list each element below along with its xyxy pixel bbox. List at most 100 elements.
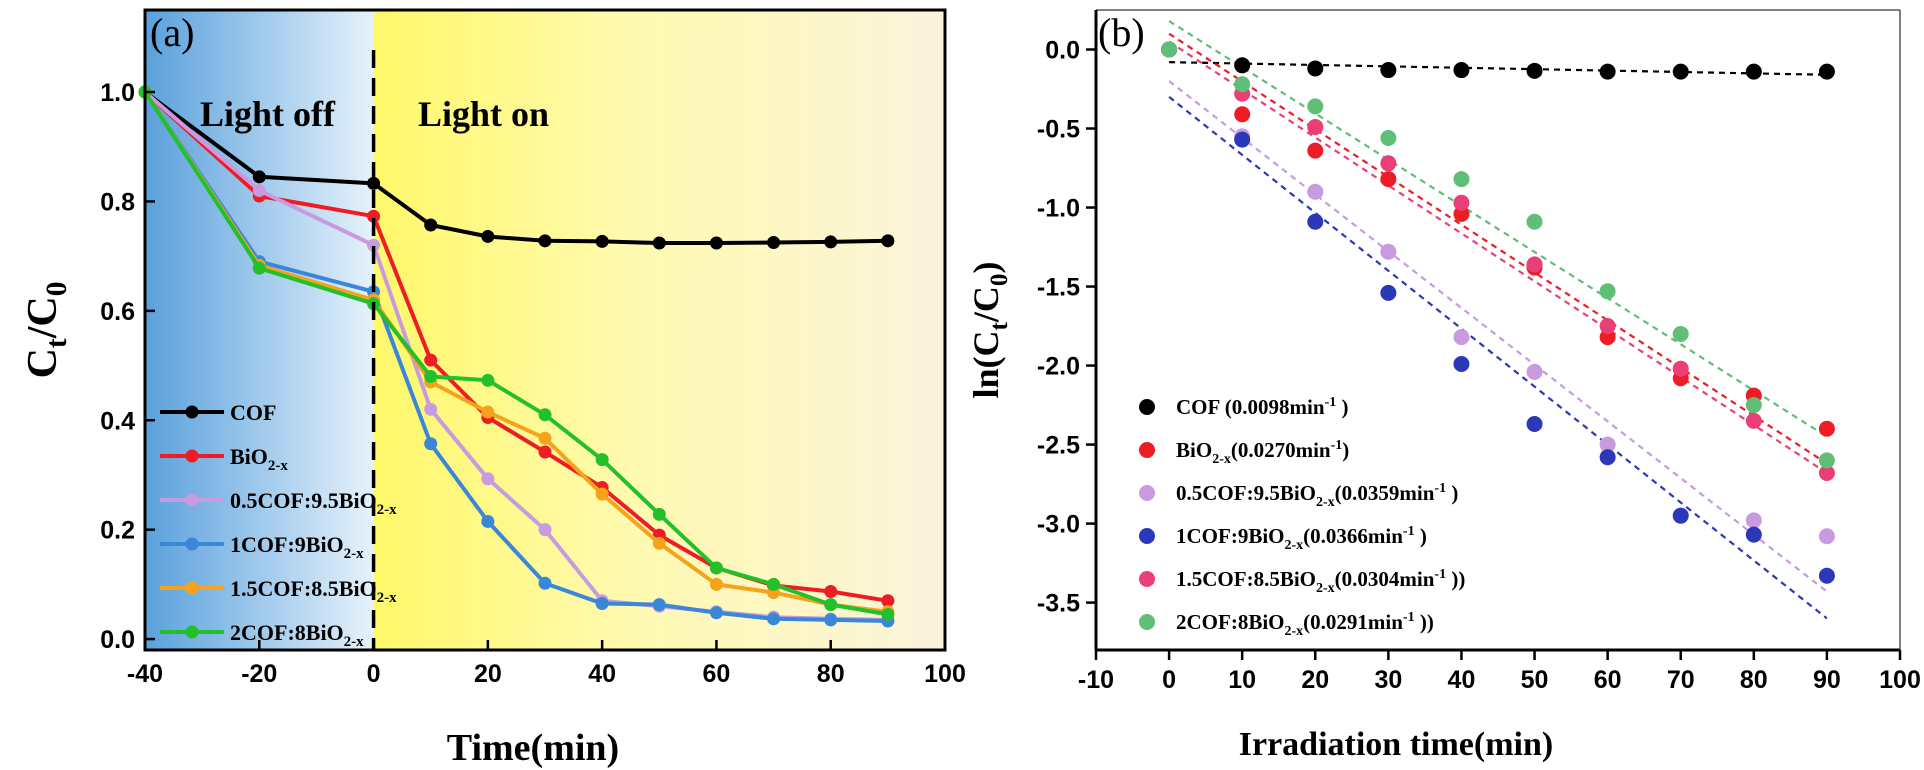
panel-a-y-axis-label: Ct/C0 bbox=[20, 282, 73, 379]
panel-b-axes bbox=[1094, 9, 1901, 652]
data-point-1-5cof-8-5bio2-x bbox=[709, 577, 723, 591]
panel-b: -10 0 10 20 30 40 50 60 70 80 90 100 0.0 -0.5 -1.0 -1.5… bbox=[966, 9, 1921, 763]
data-point-cof-0-0098min-1 bbox=[1307, 60, 1324, 77]
data-point-bio2-x-0-0270min-1 bbox=[1307, 142, 1324, 159]
data-point-1cof-9bio2-x-0-0366min-1 bbox=[1380, 284, 1397, 301]
data-point-0-5cof-9-5bio2-x bbox=[481, 472, 495, 486]
data-point-0-5cof-9-5bio2-x-0-0359min-1 bbox=[1307, 183, 1324, 200]
data-point-1cof-9bio2-x bbox=[824, 613, 838, 627]
data-point-0-5cof-9-5bio2-x-0-0359min-1 bbox=[1453, 329, 1470, 346]
legend-marker-1cof-9bio2-x bbox=[185, 537, 199, 551]
panel-b-label: (b) bbox=[1098, 10, 1145, 55]
data-point-2cof-8bio2-x-0-0291min-1 bbox=[1380, 130, 1397, 146]
data-point-0-5cof-9-5bio2-x-0-0359min-1 bbox=[1599, 436, 1616, 453]
panel-a-label: (a) bbox=[150, 10, 194, 55]
y-tick-label: -3.0 bbox=[1037, 511, 1080, 539]
legend-label-bio2-x: BiO2-x bbox=[230, 444, 288, 474]
fit-line-cof-0-0098min-1 bbox=[1169, 61, 1827, 76]
data-point-cof bbox=[252, 170, 266, 184]
data-point-cof bbox=[367, 176, 381, 190]
data-point-2cof-8bio2-x-0-0291min-1 bbox=[1818, 452, 1835, 469]
data-point-1cof-9bio2-x bbox=[767, 612, 781, 626]
data-point-2cof-8bio2-x-0-0291min-1 bbox=[1745, 397, 1762, 414]
y-tick-label: -0.5 bbox=[1037, 116, 1080, 144]
panel-a-frame bbox=[143, 8, 947, 652]
legend-marker-0-5cof-9-5bio2-x bbox=[185, 493, 199, 507]
data-point-2cof-8bio2-x-0-0291min-1 bbox=[1526, 213, 1543, 230]
series-line-1cof-9bio2-x bbox=[143, 90, 888, 623]
data-point-0-5cof-9-5bio2-x-0-0359min-1 bbox=[1380, 243, 1397, 260]
data-point-1cof-9bio2-x-0-0366min-1 bbox=[1307, 213, 1324, 230]
legend-label-2cof-8bio2-x-0-0291min-1: 2COF:8BiO2-x(0.0291min-1 )) bbox=[1176, 610, 1434, 639]
data-point-2cof-8bio2-x-0-0291min-1 bbox=[1453, 171, 1470, 188]
series-line-1-5cof-8-5bio2-x bbox=[143, 90, 889, 614]
data-point-2cof-8bio2-x bbox=[424, 369, 438, 383]
x-tick-label: 30 bbox=[1374, 666, 1402, 694]
y-tick-label: -1.5 bbox=[1037, 274, 1080, 302]
x-tick-label: 60 bbox=[703, 660, 731, 688]
data-point-1cof-9bio2-x-0-0366min-1 bbox=[1234, 131, 1251, 148]
data-point-cof bbox=[424, 218, 438, 232]
data-point-1cof-9bio2-x-0-0366min-1 bbox=[1526, 416, 1543, 433]
legend-label-1-5cof-8-5bio2-x-0-0304min-1: 1.5COF:8.5BiO2-x(0.0304min-1 )) bbox=[1176, 567, 1465, 596]
data-point-1-5cof-8-5bio2-x bbox=[481, 405, 495, 419]
data-point-bio2-x-0-0270min-1 bbox=[1380, 171, 1397, 188]
panel-b-legend: COF (0.0098min-1 ) BiO2-x(0.0270min-1) 0.5… bbox=[1139, 395, 1465, 639]
data-point-1-5cof-8-5bio2-x-0-0304min-1 bbox=[1380, 155, 1397, 172]
y-tick-label: 0.0 bbox=[100, 626, 135, 654]
data-point-cof-0-0098min-1 bbox=[1453, 62, 1470, 79]
data-point-1cof-9bio2-x-0-0366min-1 bbox=[1745, 526, 1762, 543]
legend-label-2cof-8bio2-x: 2COF:8BiO2-x bbox=[230, 620, 364, 650]
x-tick-label: 100 bbox=[1879, 666, 1921, 694]
x-tick-label: -20 bbox=[241, 660, 277, 688]
y-tick-label: 0.2 bbox=[100, 517, 135, 545]
data-point-cof-0-0098min-1 bbox=[1526, 62, 1543, 79]
data-point-bio2-x bbox=[367, 209, 381, 223]
data-point-1-5cof-8-5bio2-x-0-0304min-1 bbox=[1307, 118, 1324, 135]
data-point-2cof-8bio2-x bbox=[538, 408, 552, 422]
data-point-cof bbox=[481, 229, 495, 243]
x-tick-label: 40 bbox=[1448, 666, 1476, 694]
panel-a-series bbox=[138, 85, 895, 628]
panel-a-legend: COF BiO2-x 0.5COF:9.5BiO2-x 1COF:9BiO2-x 1.5… bbox=[160, 400, 397, 650]
data-point-2cof-8bio2-x-0-0291min-1 bbox=[1307, 98, 1324, 115]
data-point-bio2-x-0-0270min-1 bbox=[1599, 329, 1616, 346]
data-point-1cof-9bio2-x bbox=[595, 597, 609, 611]
y-tick-label: -2.5 bbox=[1037, 432, 1080, 460]
data-point-cof-0-0098min-1 bbox=[1672, 63, 1689, 80]
data-point-1cof-9bio2-x bbox=[424, 437, 438, 451]
data-point-cof-0-0098min-1 bbox=[1380, 62, 1397, 79]
legend-marker-0-5cof-9-5bio2-x-0-0359min-1 bbox=[1139, 485, 1155, 501]
data-point-cof-0-0098min-1 bbox=[1818, 63, 1835, 80]
fit-line-1cof-9bio2-x-0-0366min-1 bbox=[1168, 96, 1828, 620]
legend-label-0-5cof-9-5bio2-x-0-0359min-1: 0.5COF:9.5BiO2-x(0.0359min-1 ) bbox=[1176, 481, 1458, 510]
panel-b-y-axis-label: ln(Ct/C0) bbox=[966, 262, 1013, 399]
fit-line-2cof-8bio2-x-0-0291min-1 bbox=[1168, 20, 1828, 438]
y-tick-label: 0.6 bbox=[100, 298, 135, 326]
data-point-0-5cof-9-5bio2-x-0-0359min-1 bbox=[1745, 512, 1762, 529]
data-point-cof bbox=[538, 234, 552, 248]
data-point-1cof-9bio2-x bbox=[652, 598, 666, 612]
data-point-cof-0-0098min-1 bbox=[1234, 57, 1251, 74]
data-point-1cof-9bio2-x-0-0366min-1 bbox=[1453, 355, 1470, 372]
panel-a: -40 -20 0 20 40 60 80 100 0.0 0.2 0.4 0.6 0.8 1.0 (a)… bbox=[20, 8, 966, 769]
data-point-2cof-8bio2-x bbox=[481, 373, 495, 387]
x-tick-label: 80 bbox=[817, 660, 845, 688]
legend-label-cof-0-0098min-1: COF (0.0098min-1 ) bbox=[1176, 395, 1348, 419]
y-tick-label: -3.5 bbox=[1037, 590, 1080, 618]
legend-label-0-5cof-9-5bio2-x: 0.5COF:9.5BiO2-x bbox=[230, 488, 397, 518]
data-point-0-5cof-9-5bio2-x-0-0359min-1 bbox=[1526, 363, 1543, 380]
x-tick-label: 20 bbox=[474, 660, 502, 688]
panel-a-ticks: -40 -20 0 20 40 60 80 100 0.0 0.2 0.4 0.6 0.8 1.0 bbox=[100, 79, 966, 688]
data-point-2cof-8bio2-x-0-0291min-1 bbox=[1599, 283, 1616, 300]
legend-marker-2cof-8bio2-x bbox=[185, 625, 199, 639]
data-point-1cof-9bio2-x-0-0366min-1 bbox=[1672, 507, 1689, 524]
fit-line-bio2-x-0-0270min-1 bbox=[1168, 32, 1828, 465]
panel-b-ticks: -10 0 10 20 30 40 50 60 70 80 90 100 0.0 -0.5 -1.0 -1.5… bbox=[1037, 37, 1921, 694]
data-point-0-5cof-9-5bio2-x bbox=[252, 184, 266, 198]
data-point-bio2-x bbox=[424, 353, 438, 367]
series-line-cof bbox=[143, 90, 888, 245]
y-tick-label: 1.0 bbox=[100, 79, 135, 107]
legend-marker-1cof-9bio2-x-0-0366min-1 bbox=[1139, 528, 1155, 544]
